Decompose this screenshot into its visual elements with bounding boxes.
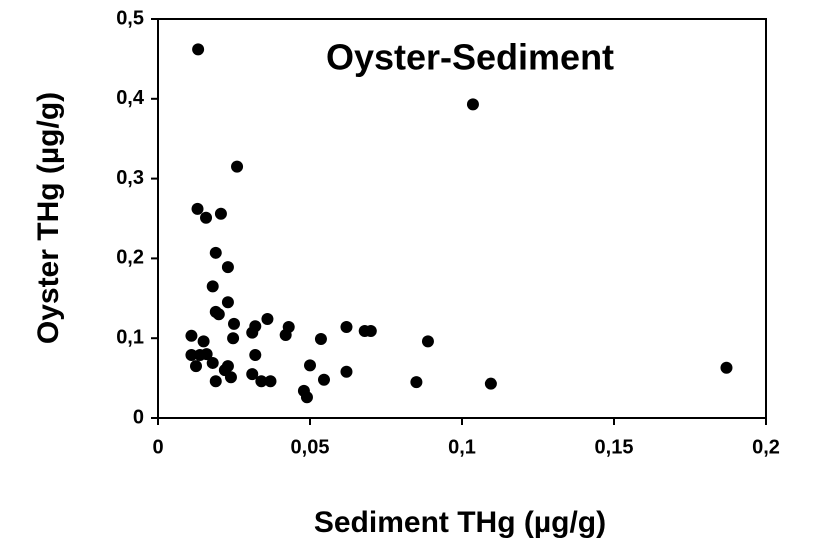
point — [300, 391, 313, 404]
chart-title: Oyster-Sediment — [326, 37, 614, 78]
point — [279, 329, 292, 342]
y-tick-label: 0,3 — [116, 167, 144, 189]
point — [206, 356, 219, 369]
point — [720, 361, 733, 374]
point — [192, 43, 205, 56]
x-tick-label: 0,2 — [752, 436, 780, 458]
point — [304, 359, 316, 372]
point — [212, 308, 225, 321]
point — [314, 332, 327, 345]
point — [340, 321, 353, 334]
point — [209, 375, 222, 388]
point — [185, 329, 198, 342]
x-tick-label: 0,15 — [595, 436, 634, 458]
y-tick-label: 0,1 — [116, 326, 144, 348]
point — [231, 160, 244, 173]
point — [246, 326, 259, 339]
y-axis-label: Oyster THg (µg/g) — [32, 92, 65, 344]
point — [466, 98, 479, 111]
point — [246, 368, 259, 381]
point — [224, 371, 237, 384]
y-tick-label: 0 — [133, 406, 144, 428]
point — [364, 325, 377, 338]
x-tick-label: 0,1 — [448, 436, 476, 458]
plot-frame — [157, 18, 767, 419]
point — [317, 373, 330, 386]
point — [221, 296, 234, 309]
point — [228, 317, 240, 330]
y-tick-label: 0,4 — [116, 87, 145, 109]
point — [340, 365, 353, 378]
point — [206, 280, 219, 293]
point — [200, 348, 213, 361]
x-axis-label: Sediment THg (µg/g) — [314, 506, 606, 539]
point — [249, 348, 262, 361]
point — [227, 332, 240, 345]
point — [484, 377, 497, 390]
point — [410, 376, 423, 389]
y-tick-label: 0,5 — [116, 7, 144, 29]
point — [221, 261, 234, 274]
point — [264, 375, 277, 388]
point — [185, 348, 198, 361]
point — [190, 360, 202, 373]
point — [421, 335, 434, 348]
point — [197, 335, 210, 348]
point — [191, 202, 204, 215]
x-tick-label: 0 — [152, 436, 163, 458]
point — [261, 313, 274, 326]
point — [255, 375, 268, 388]
point — [214, 207, 227, 220]
y-tick-label: 0,2 — [116, 247, 144, 269]
point — [209, 246, 222, 259]
point — [200, 211, 213, 224]
x-tick-label: 0,05 — [291, 436, 330, 458]
